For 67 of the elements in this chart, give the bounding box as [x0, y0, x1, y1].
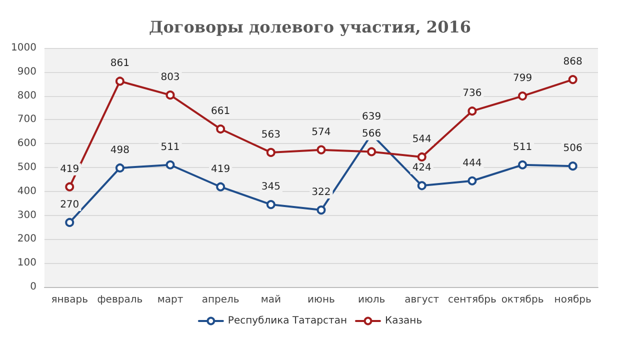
y-tick-label: 700: [17, 114, 36, 126]
y-tick-label: 0: [30, 282, 36, 292]
point: [316, 145, 326, 154]
data-label: 803: [160, 72, 180, 84]
data-label: 799: [512, 73, 532, 84]
point: [518, 160, 528, 170]
x-tick-label: июнь: [308, 294, 335, 306]
y-tick-label: 300: [17, 210, 36, 221]
data-label: 511: [160, 142, 180, 153]
point: [266, 200, 276, 210]
data-label: 424: [412, 162, 432, 174]
point: [65, 218, 74, 227]
data-label: 868: [563, 56, 582, 68]
x-tick-label: февраль: [97, 294, 143, 306]
point: [166, 160, 175, 170]
point: [266, 148, 276, 157]
x-tick-label: апрель: [202, 294, 240, 306]
point: [166, 90, 175, 100]
y-tick-label: 400: [17, 186, 36, 197]
x-tick-label: октябрь: [501, 294, 544, 306]
point: [316, 206, 326, 215]
x-tick-label: сентябрь: [448, 294, 497, 306]
y-tick-label: 100: [17, 258, 36, 269]
data-label: 444: [462, 158, 482, 169]
y-tick-label: 800: [17, 90, 36, 102]
y-tick-label: 200: [17, 234, 36, 245]
point: [568, 75, 578, 84]
point: [417, 181, 426, 190]
data-label: 574: [312, 126, 331, 138]
point: [518, 92, 528, 101]
legend-label: Казань: [384, 316, 422, 326]
data-label: 861: [110, 58, 130, 70]
point: [468, 176, 477, 186]
y-tick-label: 500: [17, 162, 36, 173]
point: [216, 124, 226, 134]
data-label: 736: [462, 88, 482, 100]
point: [417, 152, 426, 162]
data-label: 661: [211, 106, 230, 118]
y-tick-label: 600: [17, 138, 36, 150]
data-label: 322: [312, 187, 331, 198]
point: [468, 106, 477, 116]
point: [216, 182, 226, 192]
point: [367, 147, 376, 156]
data-label: 506: [563, 143, 582, 154]
point: [115, 163, 124, 172]
y-tick-label: 900: [17, 66, 36, 78]
data-label: 639: [362, 111, 382, 122]
point: [568, 162, 578, 171]
point: [65, 182, 74, 192]
x-tick-label: май: [260, 294, 281, 306]
point: [115, 76, 124, 86]
legend-label: Республика Татарстан: [228, 316, 347, 326]
data-label: 498: [110, 144, 130, 156]
data-label: 270: [60, 199, 80, 210]
data-label: 345: [261, 182, 280, 193]
data-label: 511: [512, 142, 532, 153]
x-tick-label: март: [157, 294, 184, 306]
y-tick-label: 1000: [10, 42, 36, 54]
data-label: 419: [211, 164, 230, 175]
data-label: 544: [412, 134, 432, 145]
data-label: 563: [261, 129, 280, 140]
x-tick-label: август: [404, 294, 440, 306]
data-label: 419: [60, 164, 80, 175]
x-tick-label: январь: [51, 294, 88, 306]
x-tick-label: июль: [358, 294, 386, 306]
chart-title: Договоры долевого участия, 2016: [149, 18, 471, 36]
x-tick-label: ноябрь: [554, 294, 592, 306]
